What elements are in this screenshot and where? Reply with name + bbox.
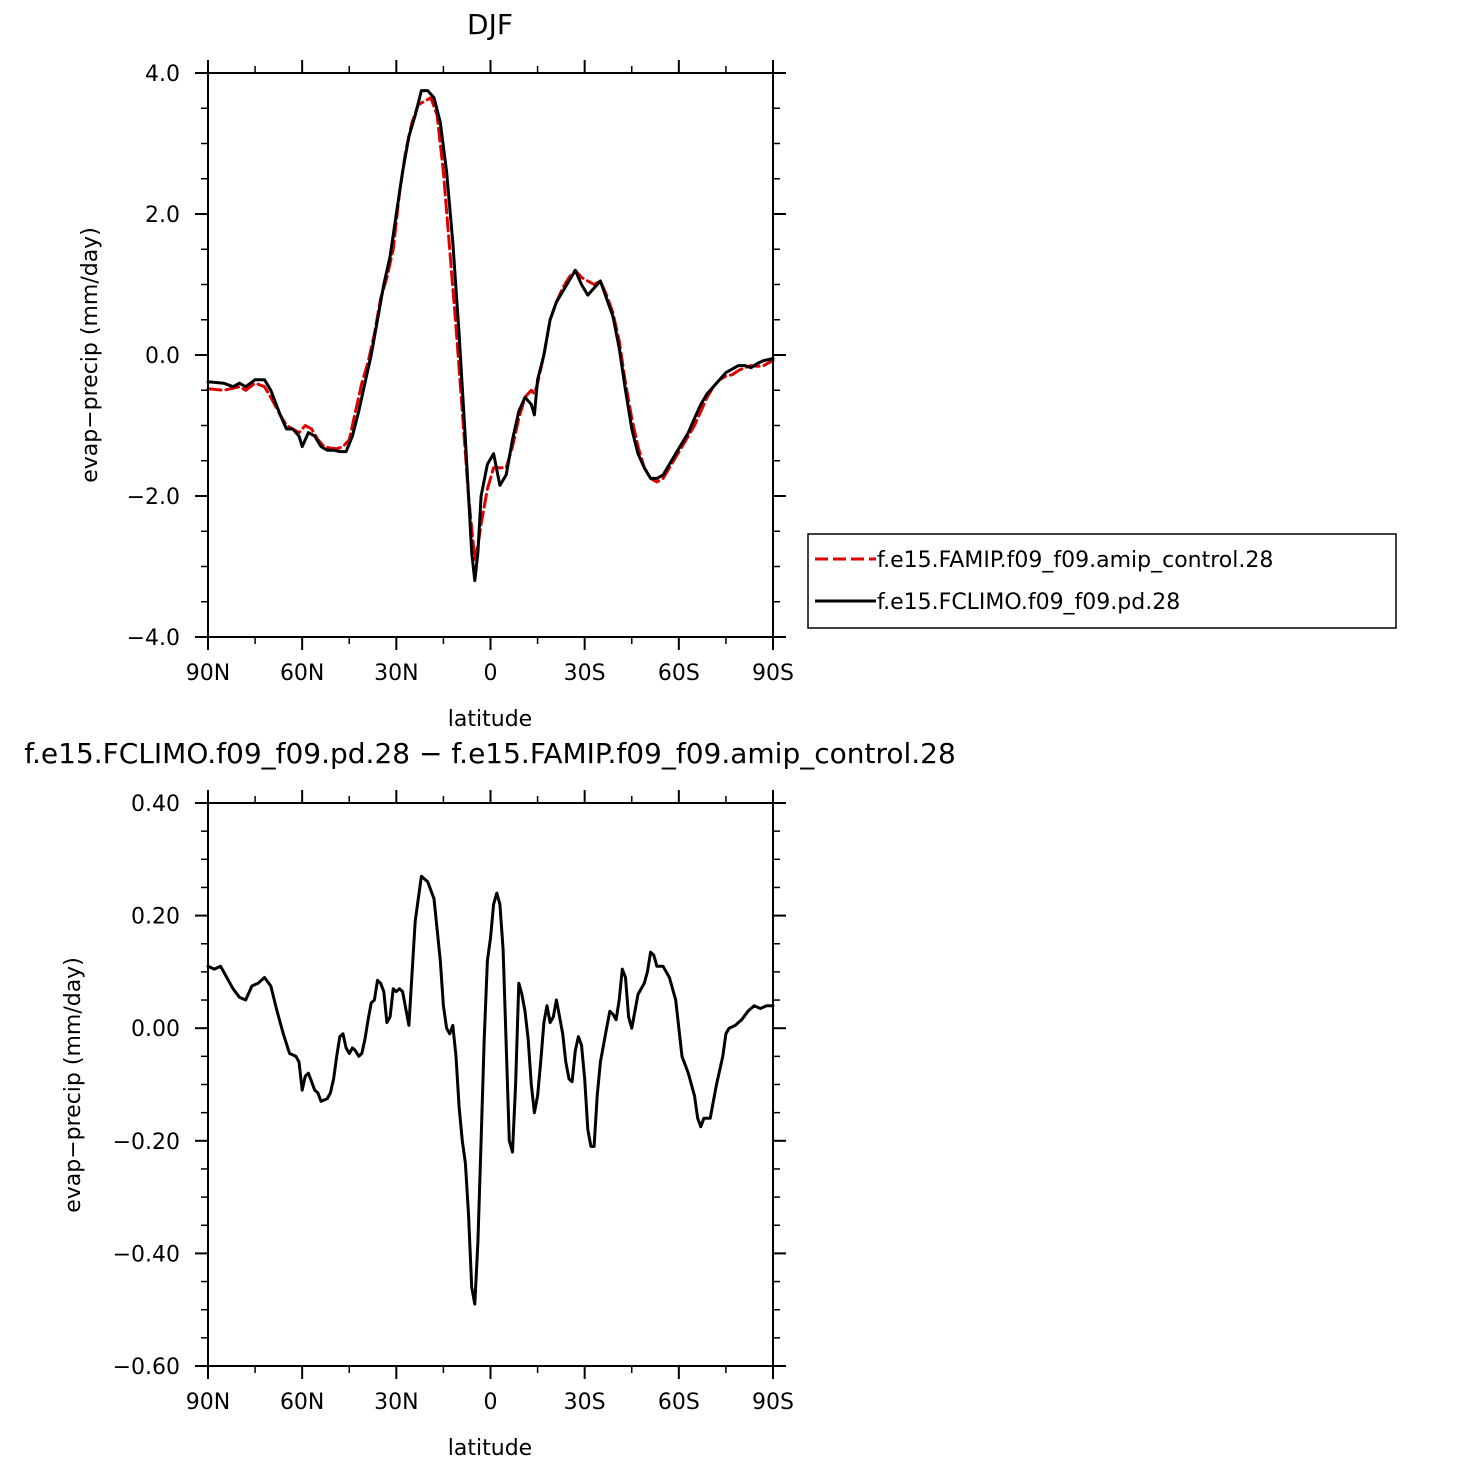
top-xtick-label: 0 <box>484 661 498 686</box>
bottom-ytick-label: −0.60 <box>113 1355 180 1380</box>
top-panel-series <box>206 89 775 583</box>
legend-box <box>807 533 1397 629</box>
bottom-ytick-label: −0.40 <box>113 1242 180 1267</box>
bottom-panel-ylabel: evap−precip (mm/day) <box>61 957 86 1213</box>
top-series-line-1 <box>206 89 775 583</box>
top-panel-ylabel: evap−precip (mm/day) <box>78 227 103 483</box>
legend-label-pd: f.e15.FCLIMO.f09_f09.pd.28 <box>877 590 1180 615</box>
bottom-xtick-label: 90S <box>752 1390 794 1415</box>
top-ytick-label: 2.0 <box>145 203 180 228</box>
top-xtick-label: 90S <box>752 661 794 686</box>
bottom-xtick-label: 0 <box>484 1390 498 1415</box>
bottom-xtick-label: 60S <box>658 1390 700 1415</box>
top-ytick-label: −4.0 <box>127 626 180 651</box>
top-ytick-label: −2.0 <box>127 485 180 510</box>
bottom-panel: f.e15.FCLIMO.f09_f09.pd.28 − f.e15.FAMIP… <box>24 737 956 1461</box>
top-ytick-label: 4.0 <box>145 62 180 87</box>
bottom-xtick-label: 90N <box>186 1390 230 1415</box>
top-xtick-label: 30N <box>374 661 418 686</box>
top-panel-title: DJF <box>467 8 513 41</box>
top-xtick-label: 60N <box>280 661 324 686</box>
bottom-xtick-label: 60N <box>280 1390 324 1415</box>
bottom-panel-title: f.e15.FCLIMO.f09_f09.pd.28 − f.e15.FAMIP… <box>24 737 956 770</box>
bottom-ytick-label: 0.00 <box>131 1017 180 1042</box>
top-ytick-label: 0.0 <box>145 344 180 369</box>
bottom-ytick-label: −0.20 <box>113 1130 180 1155</box>
bottom-panel-series <box>206 874 775 1306</box>
bottom-panel-ticks: 90N 60N 30N 0 30S 60S 90S −0.60 −0.40 −0.20 0.00 0.… <box>113 790 794 1415</box>
bottom-ytick-label: 0.40 <box>131 792 180 817</box>
top-xtick-label: 30S <box>564 661 606 686</box>
legend-label-control: f.e15.FAMIP.f09_f09.amip_control.28 <box>877 548 1273 573</box>
bottom-panel-xlabel: latitude <box>448 1436 532 1461</box>
top-xtick-label: 60S <box>658 661 700 686</box>
top-panel-ticks: 90N 60N 30N 0 30S 60S 90S −4.0 −2.0 0.0 2.0 4.0 <box>127 60 794 686</box>
legend: f.e15.FAMIP.f09_f09.amip_control.28 f.e1… <box>807 533 1397 629</box>
bottom-ytick-label: 0.20 <box>131 905 180 930</box>
top-xtick-label: 90N <box>186 661 230 686</box>
bottom-series-line-0 <box>206 874 775 1306</box>
bottom-xtick-label: 30S <box>564 1390 606 1415</box>
top-panel: DJF 90N 60N 30N 0 30S 60S 90S −4.0 −2.0 0.0 2.0 4.0… <box>78 8 1397 732</box>
top-panel-xlabel: latitude <box>448 707 532 732</box>
bottom-xtick-label: 30N <box>374 1390 418 1415</box>
